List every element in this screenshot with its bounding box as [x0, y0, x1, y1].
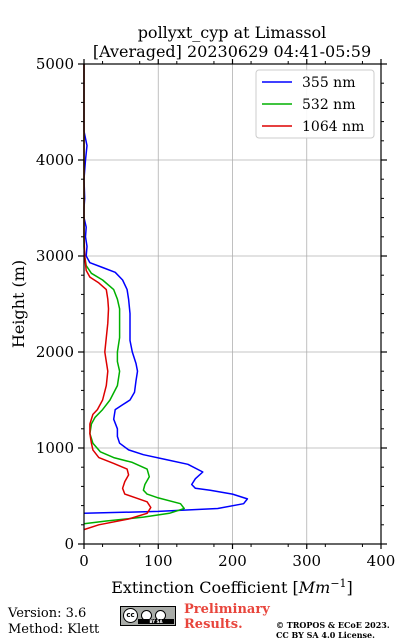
method-label: Method: Klett: [8, 622, 100, 637]
legend-entries: 355 nm 532 nm 1064 nm: [262, 75, 364, 135]
y-tick-label: 1000: [36, 439, 74, 457]
axis-ticks: [78, 59, 387, 549]
series-line-1: [83, 64, 185, 525]
x-tick-label: 200: [218, 552, 247, 570]
y-tick-label: 3000: [36, 247, 74, 265]
y-axis-label: Height (m): [9, 260, 28, 348]
x-tick-label: 0: [79, 552, 89, 570]
legend-label-0: 355 nm: [302, 75, 355, 91]
version-label: Version: 3.6: [8, 606, 87, 621]
chart-subtitle: [Averaged] 20230629 04:41-05:59: [93, 42, 371, 61]
preliminary-results-note: Preliminary Results.: [184, 602, 270, 632]
series-line-0: [83, 64, 249, 515]
license-strip: BY SA: [138, 619, 174, 624]
x-tick-labels: 0 100 200 300 400: [79, 552, 395, 570]
cc-icon: cc: [123, 608, 138, 623]
y-tick-labels: 0 1000 2000 3000 4000 5000: [36, 55, 74, 553]
grid: [84, 64, 381, 544]
y-tick-label: 4000: [36, 151, 74, 169]
series-line-2: [83, 64, 152, 531]
x-tick-label: 400: [367, 552, 396, 570]
copyright-note: © TROPOS & ECoE 2023. CC BY SA 4.0 Licen…: [276, 620, 390, 640]
legend-label-2: 1064 nm: [302, 119, 364, 135]
x-tick-label: 300: [292, 552, 321, 570]
y-tick-label: 0: [64, 535, 74, 553]
y-tick-label: 5000: [36, 55, 74, 73]
legend: 355 nm 532 nm 1064 nm: [255, 69, 375, 139]
legend-box: [255, 69, 375, 139]
y-tick-label: 2000: [36, 343, 74, 361]
x-tick-label: 100: [144, 552, 173, 570]
legend-label-1: 532 nm: [302, 97, 355, 113]
chart-title: pollyxt_cyp at Limassol: [138, 23, 327, 42]
series-layer: [83, 64, 249, 531]
cc-license-badge: cc BY SA: [120, 606, 176, 626]
x-axis-label: Extinction Coefficient [Mm−1]: [111, 577, 353, 597]
